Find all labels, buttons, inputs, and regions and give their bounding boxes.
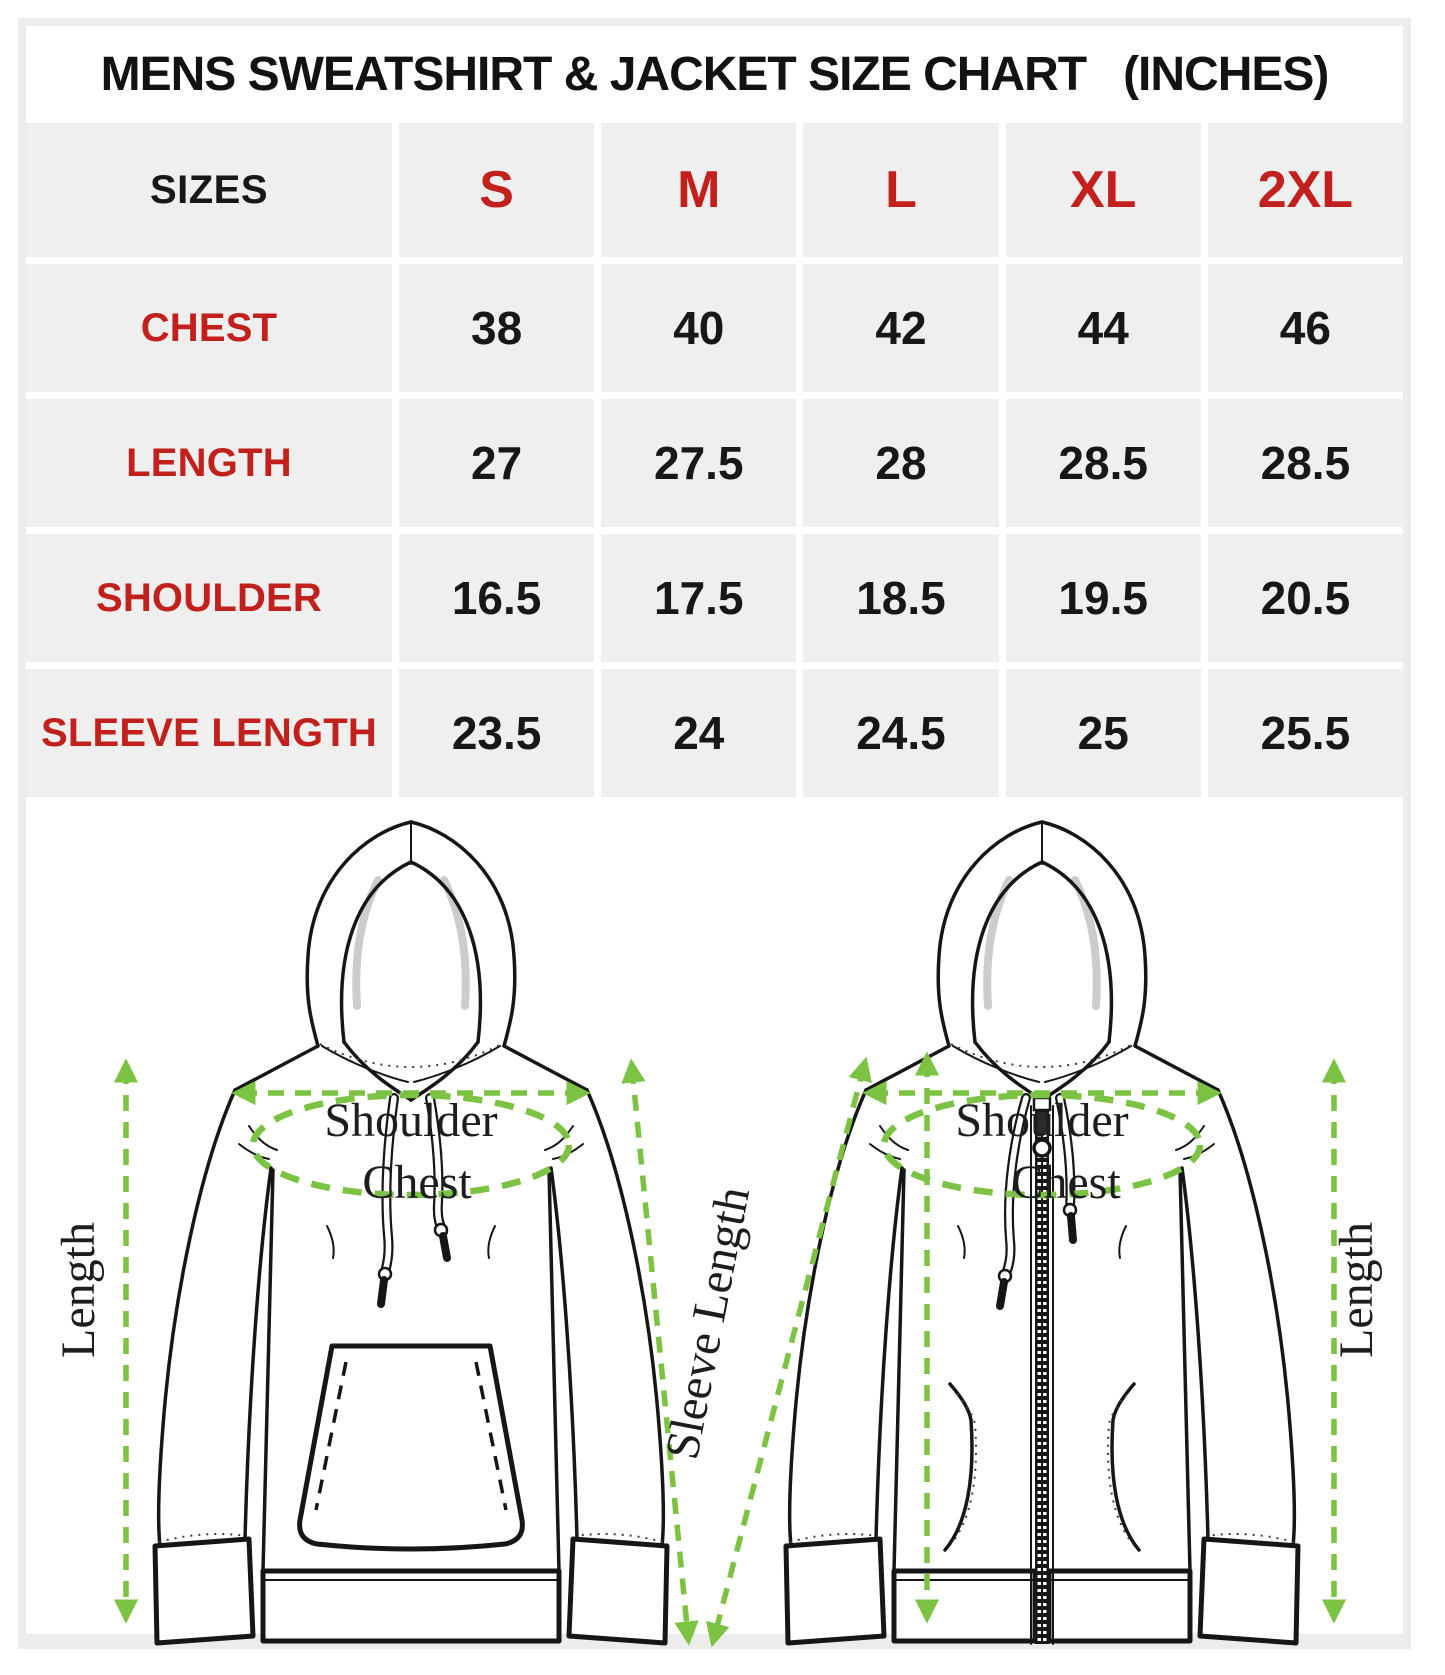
length-label-left: Length [52, 1222, 105, 1358]
chest-value-s: 38 [399, 264, 595, 392]
sleeve-value-l: 24.5 [803, 669, 999, 797]
size-header-m: M [601, 123, 797, 257]
row-label-chest: CHEST [26, 264, 392, 392]
table-header-row: SIZES S M L XL 2XL [26, 123, 1403, 257]
sleeve-length-arrow-right [705, 1056, 873, 1648]
zip-hoodie-illustration [786, 822, 1298, 1644]
shoulder-value-s: 16.5 [399, 534, 595, 662]
chest-value-m: 40 [601, 264, 797, 392]
length-value-2xl: 28.5 [1207, 399, 1403, 527]
page-title: MENS SWEATSHIRT & JACKET SIZE CHART (INC… [100, 48, 1330, 101]
length-value-m: 27.5 [601, 399, 797, 527]
length-label-right: Length [1330, 1222, 1383, 1358]
size-table: SIZES S M L XL 2XL CHEST 38 40 42 44 46 … [26, 123, 1403, 797]
sleeve-value-m: 24 [601, 669, 797, 797]
chest-value-2xl: 46 [1207, 264, 1403, 392]
size-header-xl: XL [1005, 123, 1201, 257]
length-value-l: 28 [803, 399, 999, 527]
measurement-diagram: Shoulder Chest [52, 806, 1383, 1648]
sleeve-value-2xl: 25.5 [1207, 669, 1403, 797]
length-value-xl: 28.5 [1005, 399, 1201, 527]
shoulder-label-right: Shoulder [955, 1094, 1128, 1147]
kangaroo-pocket [297, 1343, 525, 1552]
shoulder-value-xl: 19.5 [1005, 534, 1201, 662]
size-header-2xl: 2XL [1207, 123, 1403, 257]
chest-value-xl: 44 [1005, 264, 1201, 392]
sleeve-length-label: Sleeve Length [655, 1183, 760, 1464]
sleeve-value-s: 23.5 [399, 669, 595, 797]
sleeve-length-arrow-left [621, 1058, 699, 1646]
size-header-s: S [399, 123, 595, 257]
sleeve-value-xl: 25 [1005, 669, 1201, 797]
pullover-annotations: Shoulder Chest [231, 1080, 591, 1209]
table-row-length: LENGTH 27 27.5 28 28.5 28.5 [26, 399, 1403, 527]
zip-annotations: Shoulder Chest [862, 1051, 1222, 1624]
table-row-shoulder: SHOULDER 16.5 17.5 18.5 19.5 20.5 [26, 534, 1403, 662]
table-row-chest: CHEST 38 40 42 44 46 [26, 264, 1403, 392]
table-row-sleeve-length: SLEEVE LENGTH 23.5 24 24.5 25 25.5 [26, 669, 1403, 797]
pullover-hoodie-illustration [155, 822, 667, 1643]
chest-value-l: 42 [803, 264, 999, 392]
shoulder-value-2xl: 20.5 [1207, 534, 1403, 662]
shoulder-label-left: Shoulder [324, 1094, 497, 1147]
shoulder-value-l: 18.5 [803, 534, 999, 662]
corner-label: SIZES [26, 123, 392, 257]
size-chart-card: MENS SWEATSHIRT & JACKET SIZE CHART (INC… [18, 18, 1411, 1649]
chest-ellipse-left [249, 1091, 573, 1199]
chest-ellipse-right [880, 1091, 1204, 1199]
chest-label-left: Chest [362, 1156, 472, 1209]
length-value-s: 27 [399, 399, 595, 527]
row-label-sleeve-length: SLEEVE LENGTH [26, 669, 392, 797]
shoulder-value-m: 17.5 [601, 534, 797, 662]
size-header-l: L [803, 123, 999, 257]
row-label-shoulder: SHOULDER [26, 534, 392, 662]
row-label-length: LENGTH [26, 399, 392, 527]
chest-label-right: Chest [1011, 1156, 1121, 1209]
